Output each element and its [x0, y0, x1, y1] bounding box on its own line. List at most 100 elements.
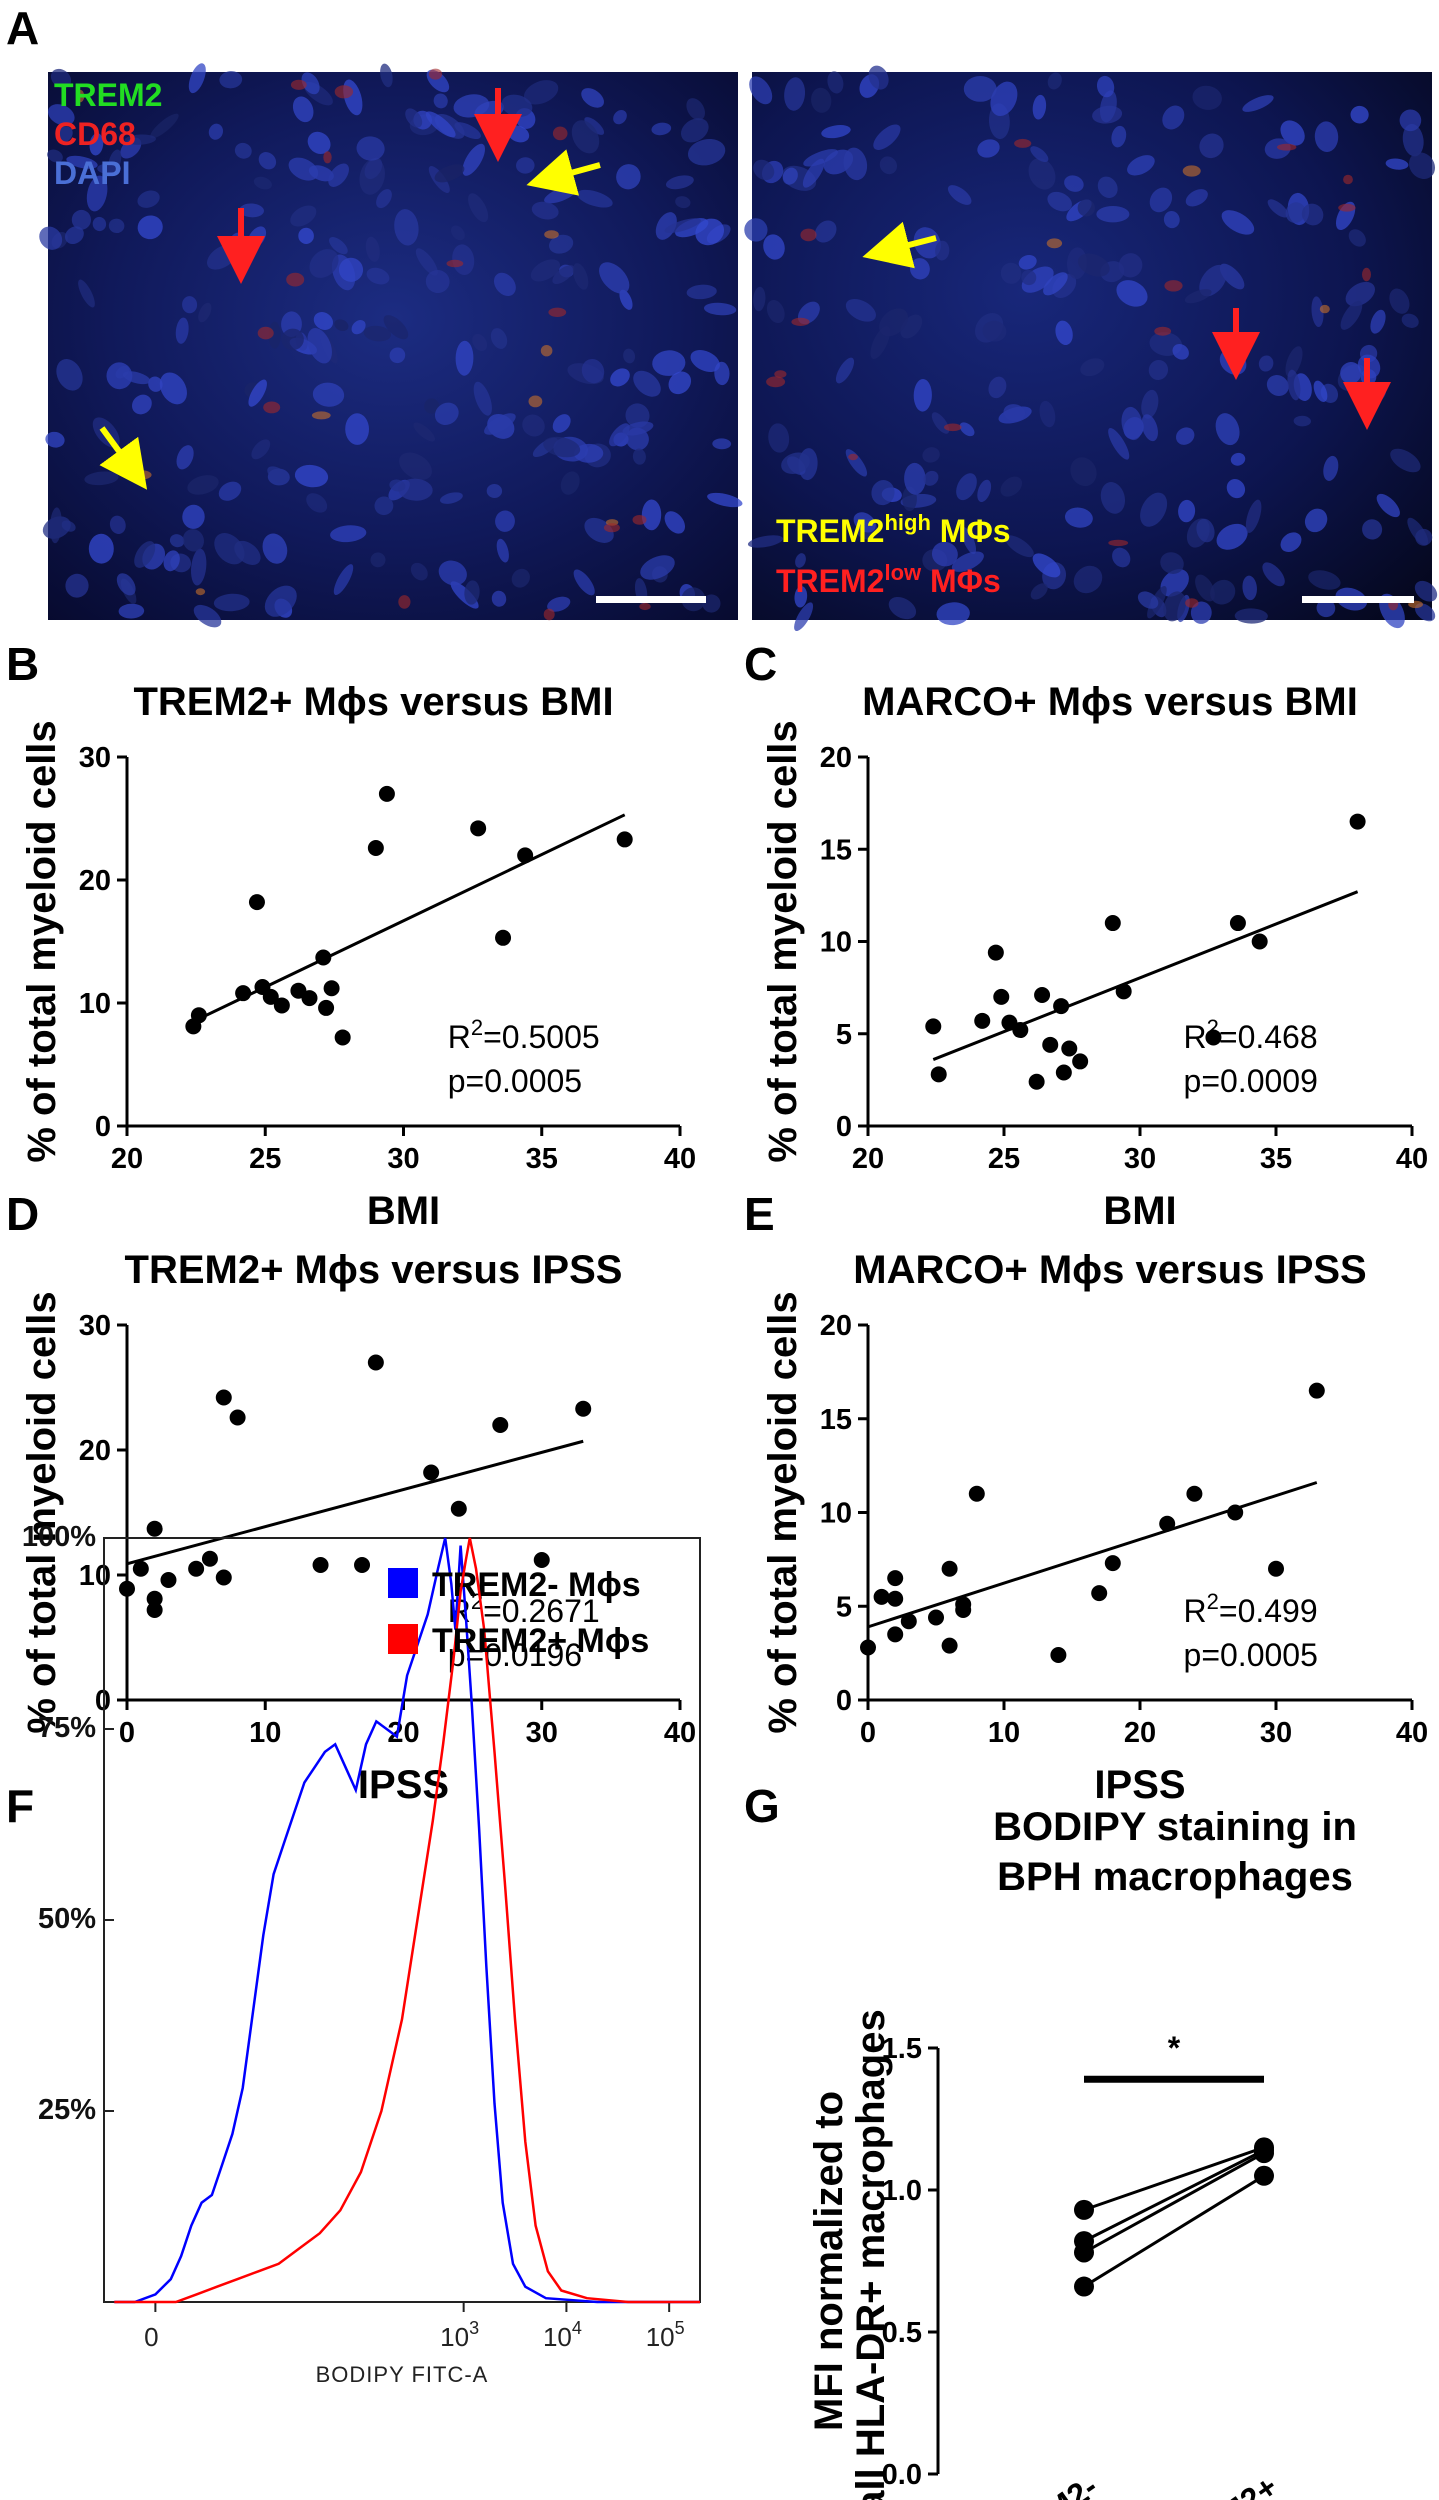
nucleus: [1345, 281, 1376, 307]
cd68-signal: [1108, 539, 1129, 547]
nuclei-left: [39, 63, 743, 628]
nucleus: [814, 220, 837, 243]
nucleus: [1003, 404, 1026, 422]
data-point: [146, 1520, 163, 1537]
nucleus: [573, 569, 595, 596]
nucleus: [48, 104, 75, 126]
nucleus: [501, 94, 533, 117]
nucleus: [333, 564, 354, 596]
nucleus: [552, 265, 575, 285]
panel-label-b: B: [6, 638, 39, 690]
nucleus: [1196, 518, 1215, 543]
y-tick-label: 20: [820, 1310, 852, 1342]
data-point: [1042, 1036, 1059, 1053]
nucleus: [680, 118, 709, 143]
x-tick-label: 10: [988, 1717, 1020, 1749]
micrograph-left: TREM2 CD68 DAPI: [39, 63, 743, 628]
nucleus: [175, 317, 189, 344]
nucleus: [464, 580, 480, 605]
y-tick-label: 0: [836, 1685, 852, 1717]
nucleus: [1116, 280, 1148, 307]
nucleus: [193, 604, 222, 628]
cd68-signal: [544, 230, 559, 239]
nucleus: [134, 541, 156, 568]
cd68-signal: [766, 376, 786, 388]
data-point: [1254, 2143, 1274, 2164]
nucleus: [415, 248, 438, 276]
nucleus: [1402, 123, 1424, 157]
data-point: [323, 980, 340, 997]
data-point: [378, 785, 395, 802]
data-point: [190, 1007, 207, 1024]
nucleus: [374, 496, 394, 516]
x-tick-label: 20: [1124, 1717, 1156, 1749]
x-tick-label: 30: [1260, 1717, 1292, 1749]
nucleus: [208, 123, 224, 140]
y-tick-label: 20: [79, 865, 111, 897]
nucleus: [1047, 191, 1072, 212]
nucleus: [1018, 255, 1037, 270]
nucleus: [363, 325, 392, 342]
nucleus: [560, 471, 580, 495]
nucleus: [389, 347, 406, 364]
panel-label-e: E: [744, 1188, 775, 1240]
data-point: [1074, 2199, 1094, 2220]
nucleus: [959, 422, 975, 437]
nucleus: [1108, 428, 1130, 460]
nucleus: [66, 155, 98, 169]
y-axis-label: % of total myeloid cells: [20, 720, 64, 1162]
nucleus: [182, 504, 205, 529]
nucleus: [56, 359, 83, 391]
nucleus: [821, 125, 851, 139]
cd68-signal: [286, 272, 305, 287]
data-point: [987, 944, 1004, 961]
nucleus: [1401, 313, 1419, 328]
nucleus: [904, 462, 926, 495]
data-point: [188, 1560, 205, 1577]
r-squared: R2=0.5005: [448, 1015, 600, 1055]
nucleus: [424, 398, 440, 414]
cd68-signal: [1014, 138, 1032, 148]
nucleus: [163, 550, 180, 572]
nucleus: [1032, 94, 1047, 120]
data-point: [146, 1602, 163, 1618]
nucleus: [1141, 414, 1158, 442]
nucleus: [753, 159, 775, 181]
nucleus: [613, 109, 627, 125]
cd68-signal: [1046, 238, 1063, 249]
x-tick-label: 10: [249, 1717, 281, 1749]
nucleus: [1055, 320, 1073, 346]
nucleus: [486, 483, 503, 499]
data-point: [334, 1029, 351, 1046]
cd68-signal: [398, 595, 411, 609]
nucleus: [1127, 155, 1155, 176]
data-point: [229, 1409, 246, 1426]
nucleus: [268, 321, 281, 349]
legend-label: TREM2+ Mϕs: [432, 1622, 649, 1660]
p-value: p=0.0009: [1184, 1063, 1318, 1099]
nucleus: [747, 535, 784, 548]
nucleus: [198, 302, 212, 323]
nucleus: [39, 226, 63, 250]
nucleus: [1287, 369, 1301, 401]
nucleus: [468, 193, 489, 223]
nucleus: [1000, 262, 1022, 284]
nucleus: [1021, 269, 1037, 286]
data-point: [495, 929, 512, 946]
data-point: [215, 1389, 232, 1406]
nucleus: [1030, 146, 1049, 163]
nucleus: [89, 133, 104, 156]
nucleus: [977, 479, 992, 503]
nucleus: [106, 362, 133, 390]
y-tick-label: 0.5: [882, 2317, 922, 2349]
nucleus: [108, 218, 125, 234]
nucleus: [182, 296, 198, 314]
data-point: [900, 1613, 917, 1630]
nucleus: [88, 533, 114, 564]
data-point: [1074, 2242, 1094, 2263]
data-point: [1050, 1647, 1067, 1663]
cd68-signal: [428, 68, 443, 80]
x-tick-label: 35: [1260, 1143, 1292, 1175]
cd68-signal: [552, 126, 568, 141]
x-tick-label: 30: [387, 1143, 419, 1175]
